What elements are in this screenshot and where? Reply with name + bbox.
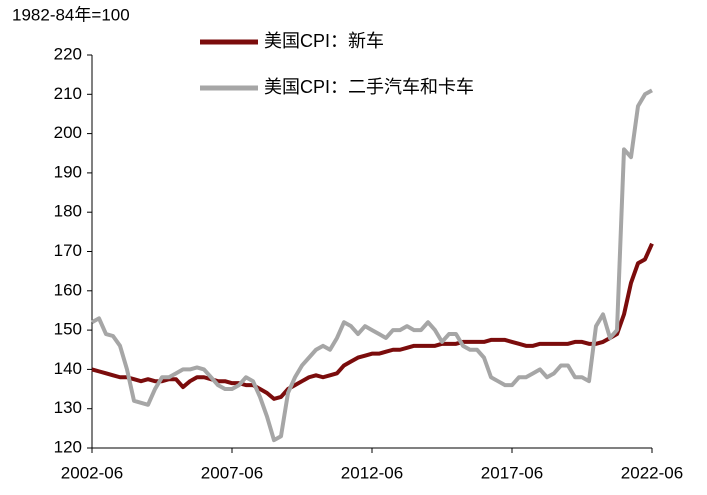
y-tick-label: 210 xyxy=(54,84,82,103)
y-tick-label: 130 xyxy=(54,398,82,417)
y-tick-label: 190 xyxy=(54,162,82,181)
y-tick-label: 180 xyxy=(54,202,82,221)
x-tick-label: 2012-06 xyxy=(341,463,403,482)
x-tick-label: 2022-06 xyxy=(621,463,683,482)
x-tick-label: 2017-06 xyxy=(481,463,543,482)
legend-label: 美国CPI：新车 xyxy=(264,31,384,51)
y-tick-label: 170 xyxy=(54,241,82,260)
y-tick-label: 220 xyxy=(54,44,82,63)
x-tick-label: 2007-06 xyxy=(201,463,263,482)
y-tick-label: 150 xyxy=(54,320,82,339)
y-axis-label: 1982-84年=100 xyxy=(12,5,130,24)
y-tick-label: 200 xyxy=(54,123,82,142)
series-line xyxy=(91,88,653,443)
x-tick-label: 2002-06 xyxy=(61,463,123,482)
series-line xyxy=(91,242,654,401)
y-tick-label: 120 xyxy=(54,437,82,456)
y-tick-label: 160 xyxy=(54,280,82,299)
legend-label: 美国CPI：二手汽车和卡车 xyxy=(264,77,474,97)
y-tick-label: 140 xyxy=(54,359,82,378)
